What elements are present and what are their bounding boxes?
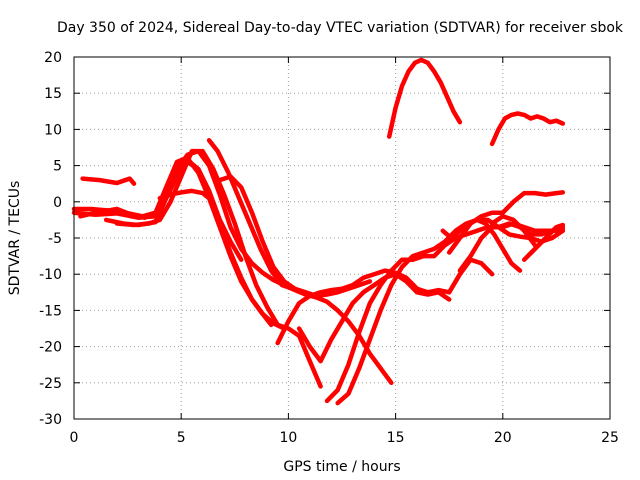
y-tick-label: -30 bbox=[39, 412, 62, 428]
series-line-track-10 bbox=[275, 257, 495, 346]
x-tick-label: 0 bbox=[70, 430, 79, 446]
x-tick-label: 5 bbox=[177, 430, 186, 446]
series-line-track-18 bbox=[521, 222, 566, 262]
y-tick-label: -20 bbox=[39, 340, 62, 356]
series-layer bbox=[71, 57, 566, 406]
series-line-track-12 bbox=[324, 221, 566, 404]
x-tick-label: 10 bbox=[279, 430, 297, 446]
series-line-track-16 bbox=[457, 221, 566, 273]
y-tick-label: 5 bbox=[53, 159, 62, 175]
series-line-track-6 bbox=[157, 188, 212, 201]
y-tick-label: 20 bbox=[44, 50, 62, 66]
series-line-track-7 bbox=[206, 138, 295, 291]
y-axis-label: SDTVAR / TECUs bbox=[7, 181, 23, 296]
y-tick-label: -10 bbox=[39, 267, 62, 283]
series-line-track-19 bbox=[386, 57, 463, 139]
series-line-track-17 bbox=[489, 214, 538, 248]
y-tick-label: 0 bbox=[53, 195, 62, 211]
series-line-track-11 bbox=[296, 271, 452, 364]
axis-ticks: 0 5 10 15 20 25 -30 -25 -20 -15 -10 -5 0 5 10 15 20 bbox=[39, 50, 619, 446]
chart-title: Day 350 of 2024, Sidereal Day-to-day VTE… bbox=[57, 20, 624, 36]
x-tick-label: 15 bbox=[387, 430, 405, 446]
x-axis-label: GPS time / hours bbox=[283, 459, 400, 475]
y-tick-label: -25 bbox=[39, 376, 62, 392]
y-tick-label: 15 bbox=[44, 86, 62, 102]
series-line-track-20 bbox=[489, 111, 566, 147]
x-tick-label: 25 bbox=[601, 430, 619, 446]
grid bbox=[74, 57, 610, 419]
series-line-track-9 bbox=[80, 176, 137, 186]
x-tick-label: 20 bbox=[494, 430, 512, 446]
series-line-track-14 bbox=[440, 217, 523, 273]
y-tick-label: 10 bbox=[44, 122, 62, 138]
y-tick-label: -5 bbox=[48, 231, 62, 247]
series-line-track-5 bbox=[114, 148, 323, 389]
y-tick-label: -15 bbox=[39, 303, 62, 319]
series-line-track-15 bbox=[446, 190, 566, 255]
